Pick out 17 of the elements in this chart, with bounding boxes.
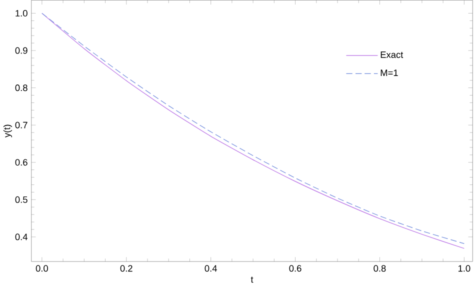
x-axis-title: t: [250, 276, 254, 283]
x-tick-label: 1.0: [458, 265, 470, 272]
x-tick-label: 0.6: [289, 265, 302, 272]
y-tick-label: 0.6: [15, 159, 28, 166]
y-tick-label: 1.0: [16, 10, 28, 16]
y-tick-label: 0.8: [15, 84, 28, 92]
y-tick-label: 0.7: [15, 122, 28, 128]
y-axis-title: y(t): [3, 124, 12, 138]
y-tick-label: 0.9: [15, 47, 28, 54]
legend-label: Exact: [380, 51, 404, 58]
x-tick-label: 0.0: [36, 265, 48, 272]
x-tick-label: 0.2: [120, 265, 132, 272]
y-tick-label: 0.5: [15, 196, 28, 203]
legend-label: M=1: [380, 70, 398, 76]
x-tick-label: 0.8: [374, 265, 386, 272]
y-tick-label: 0.4: [15, 234, 28, 240]
x-tick-label: 0.4: [204, 265, 217, 272]
